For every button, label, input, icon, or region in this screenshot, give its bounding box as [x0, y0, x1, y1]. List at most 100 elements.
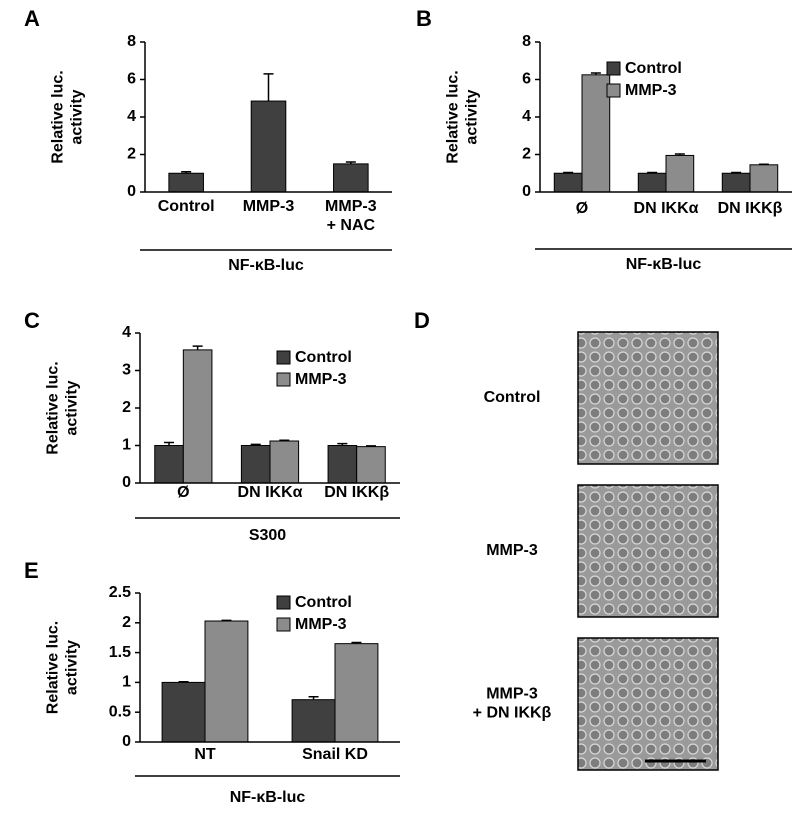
- y-axis-label: Relative luc. activity: [50, 70, 86, 163]
- y-tick-label: 3: [122, 362, 131, 379]
- legend-swatch: [606, 61, 621, 76]
- bar: [334, 643, 379, 743]
- error-bar: [674, 153, 685, 156]
- legend-label: MMP-3: [625, 82, 677, 99]
- y-tick-label: 1.5: [109, 644, 131, 661]
- bar: [333, 163, 369, 193]
- y-tick-label: 2: [122, 399, 131, 416]
- error-bar: [181, 171, 192, 174]
- group-label: S300: [249, 527, 286, 544]
- x-tick-label: Control: [158, 198, 215, 215]
- legend-swatch: [276, 350, 291, 365]
- group-label: NF-κB-luc: [228, 257, 304, 274]
- bar: [749, 164, 779, 193]
- y-tick-label: 4: [122, 324, 131, 341]
- image-label: Control: [484, 389, 541, 406]
- group-label: NF-κB-luc: [626, 256, 702, 273]
- error-bar: [263, 73, 274, 102]
- y-tick-label: 4: [522, 108, 531, 125]
- y-tick-label: 6: [522, 71, 531, 88]
- x-tick-label: DN IKKβ: [718, 200, 783, 217]
- panel-letter: E: [24, 558, 39, 583]
- panel-letter: A: [24, 6, 40, 31]
- image-label: MMP-3 + DN IKKβ: [473, 686, 552, 722]
- legend-label: Control: [625, 60, 682, 77]
- y-tick-label: 0: [522, 183, 531, 200]
- x-tick-label: NT: [194, 746, 216, 763]
- x-tick-label: MMP-3 + NAC: [325, 198, 377, 234]
- x-tick-label: DN IKKα: [634, 200, 699, 217]
- error-bar: [731, 171, 742, 174]
- legend-label: Control: [295, 594, 352, 611]
- bar: [637, 172, 667, 193]
- x-tick-label: DN IKKα: [238, 484, 303, 501]
- legend-swatch: [606, 83, 621, 98]
- x-tick-label: DN IKKβ: [324, 484, 389, 501]
- error-bar: [647, 171, 658, 174]
- y-tick-label: 0: [122, 474, 131, 491]
- bar: [269, 440, 300, 484]
- y-tick-label: 2: [522, 146, 531, 163]
- y-tick-label: 6: [127, 71, 136, 88]
- micrograph: [577, 637, 719, 771]
- y-tick-label: 0: [127, 183, 136, 200]
- error-bar: [250, 443, 261, 446]
- micrograph: [577, 484, 719, 618]
- micrograph: [577, 331, 719, 465]
- y-tick-label: 1: [122, 437, 131, 454]
- panel-letter: D: [414, 308, 430, 333]
- bar: [553, 172, 583, 193]
- y-tick-label: 2: [122, 614, 131, 631]
- y-tick-label: 0.5: [109, 703, 131, 720]
- bar: [356, 446, 386, 484]
- x-tick-label: MMP-3: [243, 198, 295, 215]
- bar: [182, 349, 213, 484]
- bar: [204, 620, 249, 743]
- group-label: NF-κB-luc: [230, 789, 306, 806]
- bar: [161, 681, 206, 743]
- x-tick-label: Snail KD: [302, 746, 368, 763]
- legend-label: MMP-3: [295, 616, 347, 633]
- error-bar: [279, 439, 290, 441]
- x-tick-label: Ø: [177, 484, 189, 501]
- image-label: MMP-3: [486, 542, 538, 559]
- bar: [240, 445, 271, 484]
- error-bar: [590, 72, 601, 75]
- legend-label: MMP-3: [295, 371, 347, 388]
- panel-letter: C: [24, 308, 40, 333]
- bar: [154, 445, 184, 484]
- bar: [665, 154, 695, 193]
- y-tick-label: 4: [127, 108, 136, 125]
- error-bar: [308, 695, 319, 700]
- error-bar: [164, 441, 175, 446]
- error-bar: [345, 161, 356, 164]
- error-bar: [221, 619, 232, 622]
- error-bar: [563, 171, 574, 174]
- bar: [168, 172, 204, 193]
- bar: [721, 172, 751, 193]
- y-axis-label: Relative luc. activity: [45, 621, 81, 714]
- y-tick-label: 8: [127, 33, 136, 50]
- error-bar: [192, 345, 203, 350]
- y-tick-label: 1: [122, 674, 131, 691]
- y-tick-label: 2: [127, 146, 136, 163]
- bar: [291, 699, 336, 743]
- y-tick-label: 2.5: [109, 584, 131, 601]
- error-bar: [758, 163, 769, 165]
- y-tick-label: 0: [122, 733, 131, 750]
- error-bar: [351, 641, 362, 644]
- legend-swatch: [276, 617, 291, 632]
- x-tick-label: Ø: [576, 200, 588, 217]
- error-bar: [337, 442, 348, 446]
- error-bar: [365, 445, 376, 447]
- legend-swatch: [276, 372, 291, 387]
- bar: [250, 100, 287, 193]
- legend-label: Control: [295, 349, 352, 366]
- panel-letter: B: [416, 6, 432, 31]
- y-tick-label: 8: [522, 33, 531, 50]
- y-axis-label: Relative luc. activity: [45, 361, 81, 454]
- bar: [327, 445, 358, 484]
- legend-swatch: [276, 595, 291, 610]
- error-bar: [178, 681, 189, 683]
